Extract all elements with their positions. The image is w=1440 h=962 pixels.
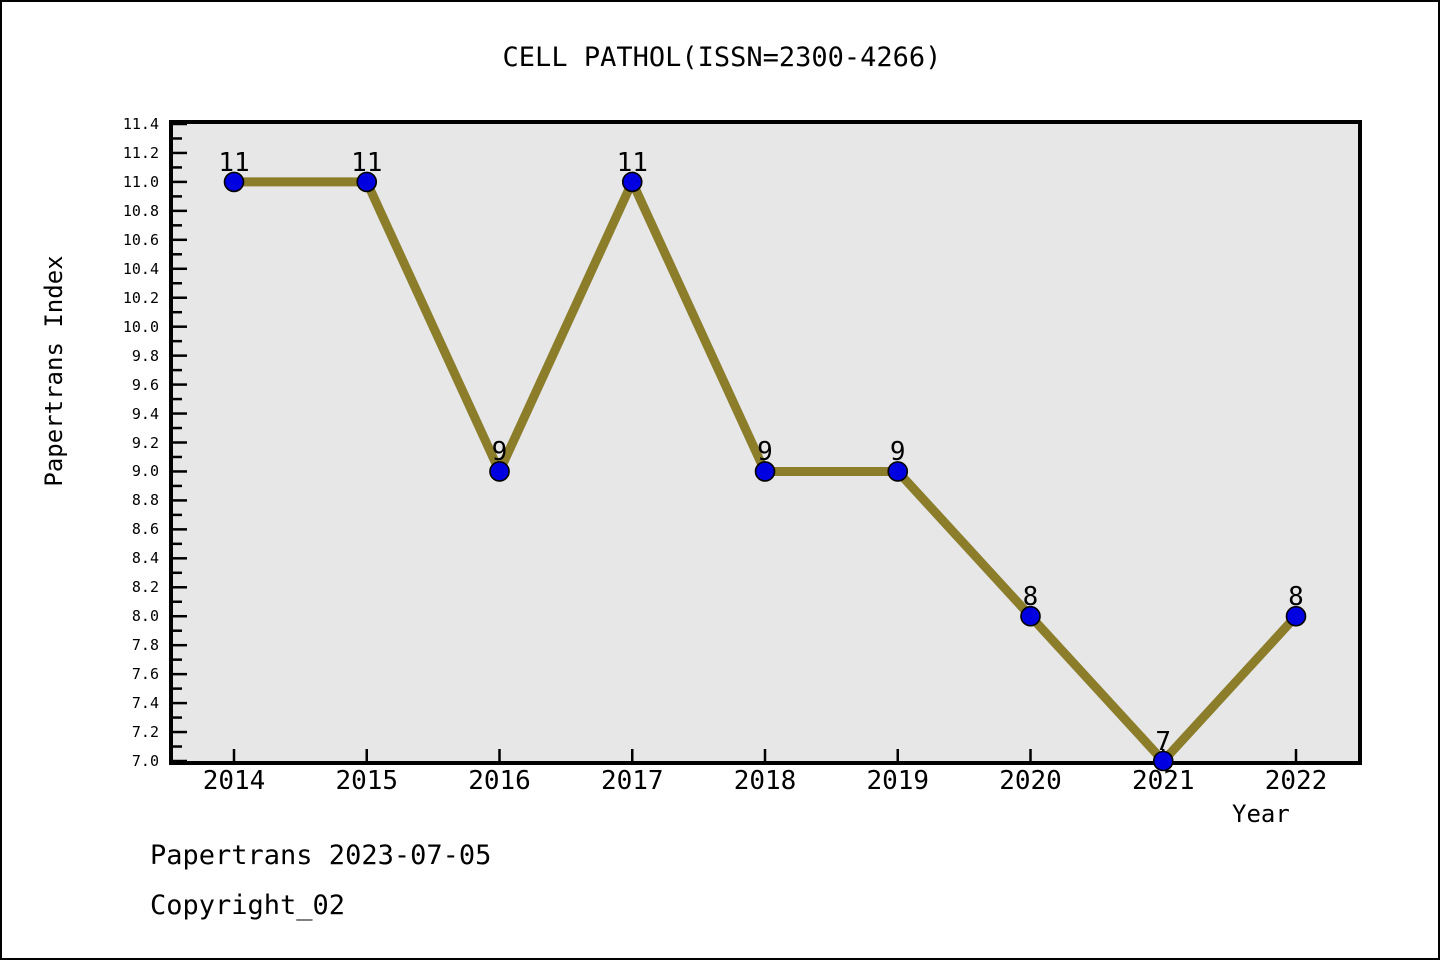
y-axis-tick-label: 10.6 <box>122 230 159 249</box>
x-axis-tick-label: 2020 <box>999 766 1062 796</box>
y-axis-tick-label: 7.6 <box>131 665 159 684</box>
y-axis-tick-label: 8.0 <box>131 607 159 626</box>
y-axis-tick-label: 10.2 <box>122 288 159 307</box>
y-axis-tick-label: 9.4 <box>131 404 159 423</box>
data-point-label: 11 <box>218 147 250 178</box>
x-axis-tick-label: 2015 <box>335 766 399 796</box>
data-point-label: 9 <box>491 437 508 468</box>
footer-copyright: Copyright_02 <box>150 890 346 921</box>
y-axis-tick-label: 7.4 <box>131 694 159 713</box>
y-axis-tick-label: 9.6 <box>131 375 159 394</box>
footer-date: Papertrans 2023-07-05 <box>150 840 492 871</box>
data-point-label: 7 <box>1155 727 1172 757</box>
data-point-label: 8 <box>1288 582 1304 613</box>
x-axis-tick-label: 2019 <box>866 766 930 796</box>
y-axis-tick-label: 8.2 <box>131 578 159 597</box>
y-axis-tick-label: 8.8 <box>131 491 159 510</box>
x-axis-tick-label: 2018 <box>733 766 797 796</box>
x-axis-title: Year <box>1232 800 1290 828</box>
data-point-label: 9 <box>889 437 906 468</box>
x-axis-tick-label: 2022 <box>1264 766 1328 796</box>
y-axis-tick-label: 7.0 <box>131 752 159 770</box>
y-axis-tick-label: 9.2 <box>131 433 159 452</box>
y-axis-tick-label: 10.0 <box>122 317 159 336</box>
y-axis-tick-label: 10.8 <box>122 201 159 220</box>
data-point-label: 9 <box>757 437 773 468</box>
data-point-label: 11 <box>351 147 383 178</box>
data-point-label: 8 <box>1022 582 1039 613</box>
y-axis-tick-label: 10.4 <box>122 259 159 278</box>
x-axis-tick-label: 2017 <box>600 766 664 796</box>
y-axis-tick-label: 11.4 <box>122 115 159 133</box>
x-axis-tick-label: 2021 <box>1131 766 1195 796</box>
y-axis-title: Papertrans Index <box>40 255 68 487</box>
y-axis-tick-label: 11.2 <box>122 143 159 162</box>
data-point-label: 11 <box>616 147 648 178</box>
chart-title: CELL PATHOL(ISSN=2300-4266) <box>502 42 942 73</box>
x-axis-tick-label: 2016 <box>468 766 531 796</box>
y-axis-tick-label: 11.0 <box>122 172 159 191</box>
y-axis-tick-label: 8.4 <box>131 549 159 568</box>
y-axis-tick-label: 8.6 <box>131 520 159 539</box>
y-axis-tick-label: 7.2 <box>131 723 159 742</box>
y-axis-tick-label: 9.8 <box>131 346 159 365</box>
x-axis-tick-label: 2014 <box>202 766 266 796</box>
y-axis-tick-label: 7.8 <box>131 636 159 655</box>
y-axis-tick-label: 9.0 <box>131 462 159 481</box>
